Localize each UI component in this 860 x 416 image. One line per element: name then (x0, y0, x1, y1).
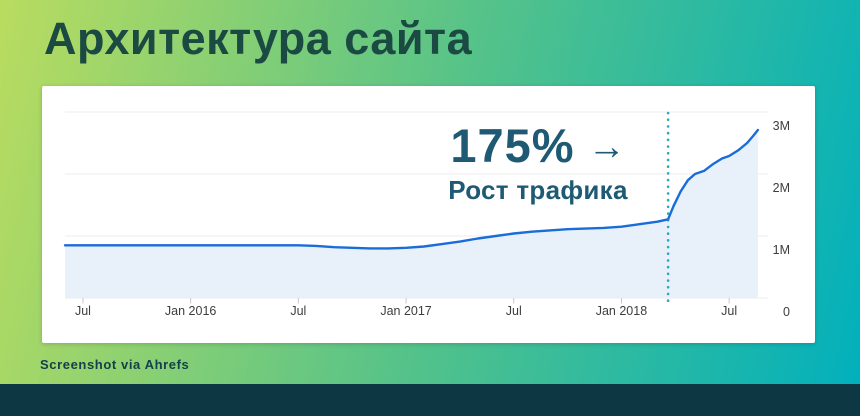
y-axis-label-0: 0 (783, 305, 790, 319)
y-axis-label-2m: 2M (772, 181, 790, 195)
x-axis-label-jul-2018: Jul (721, 304, 738, 318)
x-axis-label-jan-2017: Jan 2017 (380, 304, 432, 318)
x-axis-label-jul-2016: Jul (290, 304, 307, 318)
traffic-area-fill (65, 130, 758, 298)
bottom-band (0, 384, 860, 416)
y-axis-label-3m: 3M (772, 119, 790, 133)
traffic-line (63, 128, 760, 250)
x-axis-label-jan-2016: Jan 2016 (164, 304, 217, 318)
chart-canvas (63, 111, 768, 304)
x-axis-label-jul-2017: Jul (505, 304, 522, 318)
x-axis-label-jul-2015: Jul (74, 304, 91, 318)
x-axis-label-jan-2018: Jan 2018 (595, 304, 648, 318)
growth-percent: 175% (450, 119, 575, 172)
page-title: Архитектура сайта (44, 13, 473, 64)
growth-label: Рост трафика (448, 175, 628, 205)
traffic-chart: 175% → Рост трафика 3M 2M 1M 0 Jul Jan 2… (42, 86, 815, 343)
arrow-right-icon: → (587, 125, 626, 168)
credit-caption: Screenshot via Ahrefs (40, 357, 190, 372)
y-axis-label-1m: 1M (772, 243, 790, 257)
chart-card: 175% → Рост трафика 3M 2M 1M 0 Jul Jan 2… (42, 86, 815, 343)
growth-percent-row: 175% → (414, 122, 662, 169)
growth-annotation: 175% → Рост трафика (414, 122, 662, 203)
x-axis-ticks (82, 298, 730, 304)
